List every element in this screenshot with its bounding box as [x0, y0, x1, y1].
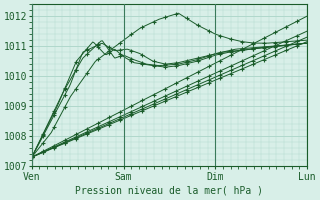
X-axis label: Pression niveau de la mer( hPa ): Pression niveau de la mer( hPa ): [76, 186, 263, 196]
